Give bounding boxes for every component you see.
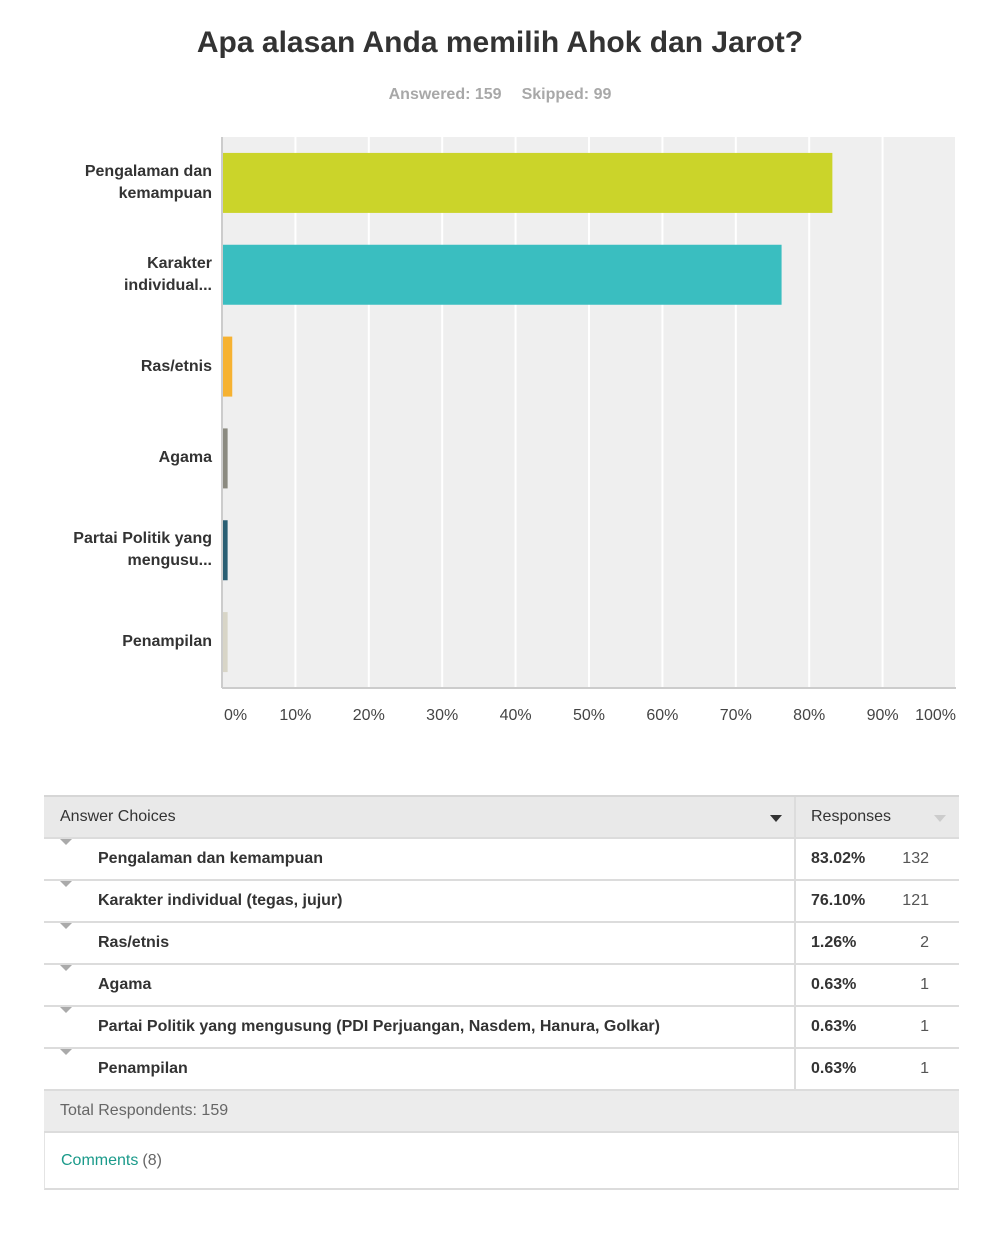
table-header: Answer Choices Responses (44, 795, 959, 839)
column-divider (794, 965, 796, 1005)
answer-choice: Partai Politik yang mengusung (PDI Perju… (98, 1018, 660, 1035)
response-count: 1 (920, 1060, 929, 1077)
expand-icon (60, 839, 72, 845)
expand-icon (60, 965, 72, 971)
answered: Answered: 159 (388, 86, 502, 103)
answer-choice: Agama (98, 976, 152, 993)
comments-text: Comments (8) (61, 1133, 162, 1188)
bar (223, 612, 228, 673)
category-label: Penampilan (122, 633, 212, 651)
response-percent: 1.26% (811, 934, 857, 951)
table-row: Ras/etnis 1.26% 2 (44, 923, 959, 965)
category-label: Karakter individual... (123, 254, 212, 294)
category-label: Partai Politik yang mengusu... (73, 530, 212, 570)
answer-choice: Ras/etnis (98, 934, 170, 951)
table-row: Pengalaman dan kemampuan 83.02% 132 (44, 839, 959, 881)
x-tick-label: 100% (915, 707, 956, 724)
x-tick-label: 40% (500, 707, 532, 724)
response-count: 1 (920, 976, 929, 993)
table-row: Karakter individual (tegas, jujur) 76.10%… (44, 881, 959, 923)
answer-choice: Pengalaman dan kemampuan (98, 850, 323, 867)
answer-choice: Karakter individual (tegas, jujur) (98, 892, 343, 909)
bar (223, 428, 228, 489)
column-divider (794, 1007, 796, 1047)
comments-count: (8) (142, 1152, 162, 1169)
summary: Answered: 159 Skipped: 99 (0, 86, 1000, 104)
x-tick-label: 30% (426, 707, 458, 724)
total-row: Total Respondents: 159 (44, 1091, 959, 1133)
comments-row: Comments (8) (44, 1133, 959, 1190)
response-count: 2 (920, 934, 929, 951)
x-tick-label: 50% (573, 707, 605, 724)
sort-icon (770, 815, 782, 822)
chart: 0% 10% 20% 30% 40% 50% 60% 70% 80% 90% 100% (221, 137, 957, 724)
x-tick-label: 0% (224, 707, 247, 724)
bar (223, 520, 228, 581)
total-respondents: Total Respondents: 159 (60, 1102, 229, 1119)
table-row: Partai Politik yang mengusung (PDI Perju… (44, 1007, 959, 1049)
column-header: Responses (811, 808, 892, 825)
column-divider (794, 923, 796, 963)
x-tick-label: 80% (793, 707, 825, 724)
skipped: Skipped: 99 (521, 86, 612, 103)
response-count: 1 (920, 1018, 929, 1035)
chart-title: Apa alasan Anda memilih Ahok dan Jarot? (196, 26, 804, 59)
comments-link[interactable]: Comments (61, 1152, 139, 1169)
response-percent: 0.63% (811, 1060, 857, 1077)
x-tick-label: 70% (720, 707, 752, 724)
expand-icon (60, 1049, 72, 1055)
results-table: Answer Choices Responses Pengalaman dan ke… (44, 795, 959, 1190)
response-count: 132 (902, 850, 929, 867)
expand-icon (60, 923, 72, 929)
expand-icon (60, 1007, 72, 1013)
x-tick-label: 10% (279, 707, 311, 724)
x-tick-label: 20% (353, 707, 385, 724)
answer-choice: Penampilan (98, 1060, 188, 1077)
column-divider (794, 839, 796, 879)
x-tick-label: 60% (646, 707, 678, 724)
column-header: Answer Choices (60, 808, 176, 825)
column-divider (794, 881, 796, 921)
category-label: Agama (158, 449, 212, 467)
response-count: 121 (902, 892, 929, 909)
response-percent: 83.02% (811, 850, 866, 867)
response-percent: 76.10% (811, 892, 866, 909)
table-row: Agama 0.63% 1 (44, 965, 959, 1007)
bar (223, 152, 833, 213)
table-row: Penampilan 0.63% 1 (44, 1049, 959, 1091)
expand-icon (60, 881, 72, 887)
column-divider (794, 1049, 796, 1089)
bar (223, 244, 782, 305)
response-percent: 0.63% (811, 976, 857, 993)
category-label: Ras/etnis (140, 357, 212, 375)
sort-icon (934, 815, 946, 822)
category-label: Pengalaman dan kemampuan (84, 162, 212, 202)
bar (223, 336, 233, 397)
column-divider (794, 797, 796, 837)
x-tick-label: 90% (867, 707, 899, 724)
response-percent: 0.63% (811, 1018, 857, 1035)
